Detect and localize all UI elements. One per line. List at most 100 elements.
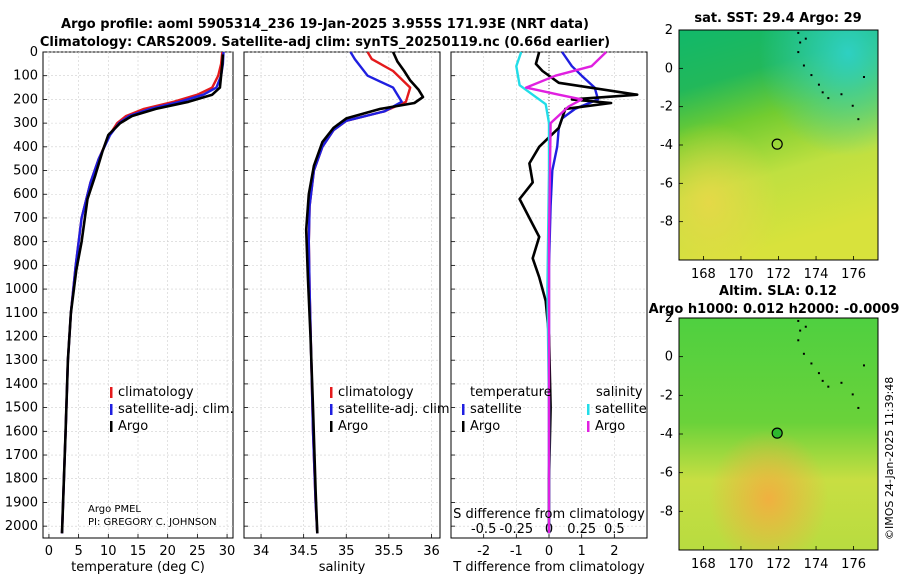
series-line [304,51,425,534]
map-x-tick-label: 168 [691,557,716,572]
temperature-xlabel: temperature (deg C) [71,560,205,575]
map-y-tick-label: 2 [665,23,673,38]
island-dot [827,385,830,388]
map-y-tick-label: -6 [660,176,673,191]
island-dot [817,372,820,375]
y-tick-label: 1600 [5,424,38,439]
y-tick-label: 1000 [5,282,38,297]
x-tick-label: -2 [477,544,490,559]
legend-swatch-satellite [110,404,113,415]
y-tick-label: 400 [13,140,38,155]
island-dot [799,41,802,44]
island-dot [857,118,860,121]
x-tick-label: 10 [100,544,117,559]
x-tick-label: 1 [578,544,586,559]
y-tick-label: 900 [13,258,38,273]
y-tick-label: 200 [13,92,38,107]
map-y-tick-label: -2 [660,388,673,403]
legend-label: Argo [118,419,148,434]
island-dot [821,91,824,94]
island-dot [851,104,854,107]
legend-label: satellite [595,402,647,417]
island-dot [817,83,820,86]
map-y-tick-label: -8 [660,215,673,230]
x-tick-label: 15 [130,544,147,559]
y-tick-label: 1300 [5,353,38,368]
y-tick-label: 100 [13,69,38,84]
y-tick-label: 1900 [5,495,38,510]
map-x-tick-label: 174 [804,267,829,282]
y-tick-label: 700 [13,211,38,226]
island-dot [797,31,800,34]
difference-xlabel: T difference from climatology [452,560,645,575]
island-dot [797,319,800,322]
coastline [797,319,865,409]
map-y-tick-label: 0 [665,61,673,76]
map-y-tick-label: -4 [660,138,673,153]
map-x-tick-label: 176 [841,557,866,572]
legend-label: climatology [118,385,194,400]
x-tick-label: 35 [338,544,355,559]
island-dot [857,406,860,409]
island-dot [804,37,807,40]
legend-label: Argo [470,419,500,434]
island-dot [810,74,813,77]
x-tick-label-salinity: 0.25 [567,522,596,537]
sst-float-marker [771,138,783,150]
x-tick-label-salinity: -0.5 [471,522,496,537]
legend-swatch-argo [110,421,113,432]
island-dot [840,381,843,384]
y-tick-label: 500 [13,164,38,179]
y-tick-label: 2000 [5,519,38,534]
difference-legend-temperature: temperature satellite Argo [462,385,552,434]
legend-swatch-t-satellite [462,404,465,415]
island-dot [821,379,824,382]
legend-swatch-s-satellite [587,404,590,415]
map-y-tick-label: -8 [660,504,673,519]
legend-label: satellite [470,402,522,417]
y-tick-label: 1500 [5,401,38,416]
legend-label: satellite-adj. clim. [118,402,234,417]
x-tick-label-salinity: -0.25 [500,522,534,537]
island-dot [810,362,813,365]
island-dot [804,325,807,328]
y-tick-label: 300 [13,116,38,131]
y-tick-label: 1400 [5,377,38,392]
island-dot [797,339,800,342]
legend-swatch-t-argo [462,421,465,432]
map-x-tick-label: 174 [804,557,829,572]
map-x-tick-label: 168 [691,267,716,282]
legend-label: satellite-adj. clim. [338,402,454,417]
legend-label: climatology [338,385,414,400]
island-dot [797,51,800,54]
y-tick-label: 1700 [5,448,38,463]
island-dot [862,76,865,78]
y-tick-label: 1200 [5,329,38,344]
sla-map-title: Altim. SLA: 0.12 [719,284,837,299]
salinity-xlabel: salinity [319,560,366,575]
map-y-tick-label: -4 [660,427,673,442]
sla-map-subtitle: Argo h1000: 0.012 h2000: -0.0009 [649,302,900,317]
map-x-tick-label: 170 [729,557,754,572]
map-x-tick-label: 176 [841,267,866,282]
difference-xlabel-top: S difference from climatology [453,507,645,522]
footer-timestamp: ©IMOS 24-Jan-2025 11:39:48 [883,377,896,540]
map-y-tick-label: 2 [665,311,673,326]
x-tick-label: 5 [74,544,82,559]
x-tick-label: 2 [610,544,618,559]
legend-swatch-satellite [330,404,333,415]
salinity-axes [243,51,441,539]
x-tick-label: 35.5 [374,544,403,559]
salinity-panel: 34 34.5 35 35.5 36 salinity climatology sate… [243,51,454,575]
title-line1: Argo profile: aoml 5905314_236 19-Jan-20… [61,17,589,32]
sst-map-panel: sat. SST: 29.4 Argo: 29 168 170 172 174 176 2… [660,11,879,282]
x-tick-label: 34.5 [289,544,318,559]
y-tick-label: 800 [13,235,38,250]
map-y-tick-label: -2 [660,100,673,115]
credit-line1: Argo PMEL [88,504,141,515]
legend-title: temperature [470,385,552,400]
y-tick-label: 1800 [5,472,38,487]
legend-swatch-climatology [330,387,333,398]
island-dot [802,352,805,355]
sst-warm-patch [679,30,878,260]
